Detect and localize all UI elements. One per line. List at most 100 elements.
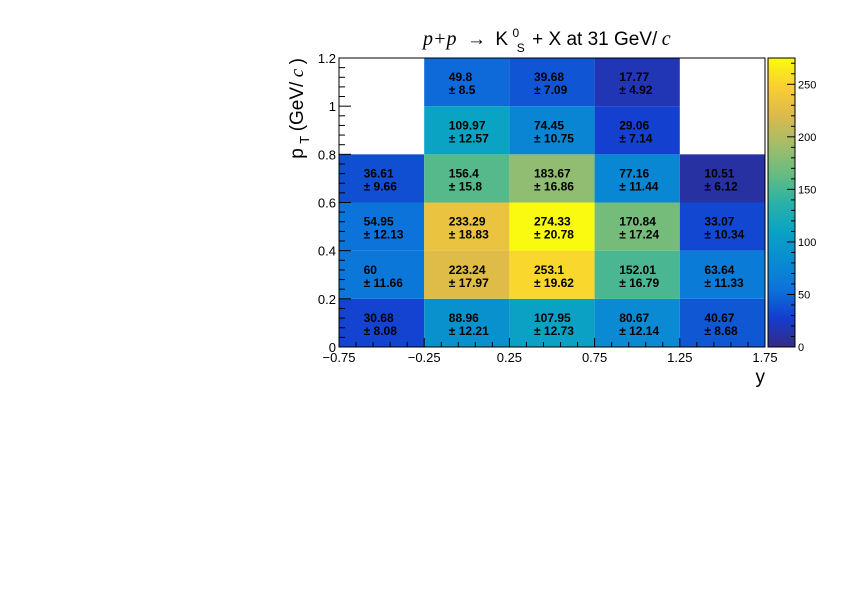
palette-tick-label: 50	[798, 289, 810, 301]
cell-error-label: ± 8.5	[449, 83, 476, 97]
palette-tick-label: 150	[798, 184, 816, 196]
heatmap-cell	[594, 298, 680, 347]
cell-error-label: ± 9.66	[364, 179, 398, 193]
heatmap-cell	[424, 202, 510, 251]
cell-value-label: 54.95	[364, 215, 394, 229]
cell-value-label: 60	[364, 263, 378, 277]
heatmap-cell	[509, 106, 595, 155]
x-axis-ticks: −0.75 −0.25 0.25 0.75 1.25 1.75	[323, 338, 778, 365]
y-tick-label: 0.2	[318, 292, 336, 307]
heatmap-cell	[679, 154, 765, 203]
color-palette	[767, 57, 796, 348]
heatmap-cell	[679, 298, 765, 347]
cell-value-label: 29.06	[619, 118, 649, 132]
cell-value-label: 88.96	[449, 311, 479, 325]
y-tick-label: 0.4	[318, 244, 336, 259]
title-arrow: →	[467, 29, 486, 50]
heatmap-cell	[594, 106, 680, 155]
cell-value-label: 36.61	[364, 166, 394, 180]
heatmap-cell	[594, 58, 680, 107]
title-reaction: p+p	[421, 28, 457, 50]
heatmap-cell	[679, 250, 765, 299]
heatmap-cell	[424, 58, 510, 107]
cell-error-label: ± 20.78	[534, 228, 574, 242]
cell-value-label: 233.29	[449, 215, 486, 229]
cell-error-label: ± 12.21	[449, 324, 489, 338]
cell-value-label: 170.84	[619, 215, 656, 229]
y-axis-label-unit-it: c	[287, 68, 308, 77]
cell-value-label: 10.51	[704, 166, 734, 180]
cell-error-label: ± 19.62	[534, 276, 574, 290]
heatmap-cell	[594, 154, 680, 203]
cell-error-label: ± 12.57	[449, 131, 489, 145]
cell-error-label: ± 16.79	[619, 276, 659, 290]
cell-error-label: ± 17.24	[619, 228, 659, 242]
heatmap-cell	[424, 154, 510, 203]
y-axis-ticks: 0 0.2 0.4 0.6 0.8 1 1.2	[318, 51, 351, 355]
x-tick-label: −0.25	[408, 350, 441, 365]
title-particle-sub: S	[517, 41, 525, 55]
x-tick-label: 1.25	[667, 350, 692, 365]
x-axis-label: y	[756, 367, 766, 388]
x-tick-label: 0.25	[497, 350, 522, 365]
cell-error-label: ± 12.73	[534, 324, 574, 338]
cell-error-label: ± 7.09	[534, 83, 568, 97]
palette-tick-label: 100	[798, 237, 816, 249]
heatmap-cell	[509, 58, 595, 107]
heatmap-cell	[339, 250, 425, 299]
title-unit: c	[662, 28, 671, 50]
heatmap-cell	[679, 202, 765, 251]
palette-tick-label: 0	[798, 342, 804, 354]
y-axis-label-main: p	[287, 148, 308, 159]
cell-value-label: 152.01	[619, 263, 656, 277]
heatmap-cell	[509, 250, 595, 299]
heatmap-cell	[424, 250, 510, 299]
heatmap-cells	[339, 58, 765, 347]
chart-title: p+p → K 0 S + X at 31 GeV/ c	[421, 24, 671, 56]
heatmap-cell	[594, 250, 680, 299]
cell-value-label: 253.1	[534, 263, 564, 277]
cell-error-label: ± 8.08	[364, 324, 398, 338]
cell-error-label: ± 12.13	[364, 228, 404, 242]
cell-value-label: 77.16	[619, 166, 649, 180]
cell-error-label: ± 12.14	[619, 324, 659, 338]
cell-error-label: ± 11.44	[619, 179, 659, 193]
heatmap-cell	[594, 202, 680, 251]
cell-error-label: ± 10.75	[534, 131, 574, 145]
cell-value-label: 63.64	[704, 263, 734, 277]
heatmap-cell	[509, 154, 595, 203]
cell-error-label: ± 15.8	[449, 179, 483, 193]
cell-error-label: ± 4.92	[619, 83, 653, 97]
x-tick-label: 0.75	[582, 350, 607, 365]
y-tick-label: 1	[329, 99, 336, 114]
x-tick-label: 1.75	[752, 350, 777, 365]
heatmap-cell	[339, 202, 425, 251]
y-tick-label: 1.2	[318, 51, 336, 66]
cell-value-label: 49.8	[449, 70, 473, 84]
title-particle-sup: 0	[513, 26, 520, 40]
cell-value-label: 33.07	[704, 215, 734, 229]
cell-error-label: ± 8.68	[704, 324, 738, 338]
cell-value-label: 109.97	[449, 118, 486, 132]
palette-tick-label: 250	[798, 79, 816, 91]
title-rest: + X at 31 GeV/	[532, 29, 658, 50]
heatmap-cell	[339, 154, 425, 203]
title-particle: K	[495, 29, 508, 50]
cell-value-label: 39.68	[534, 70, 564, 84]
palette-tick-label: 200	[798, 132, 816, 144]
y-tick-label: 0.8	[318, 147, 336, 162]
cell-error-label: ± 6.12	[704, 179, 738, 193]
cell-error-label: ± 16.86	[534, 179, 574, 193]
heatmap-cell	[339, 298, 425, 347]
cell-labels: 30.68± 8.08 88.96± 12.21 107.95± 12.73 80.6…	[364, 70, 745, 338]
y-tick-label: 0	[329, 340, 336, 355]
x-tick-label: −0.75	[323, 350, 356, 365]
cell-value-label: 156.4	[449, 166, 479, 180]
cell-value-label: 30.68	[364, 311, 394, 325]
heatmap-cell	[509, 298, 595, 347]
cell-error-label: ± 11.66	[364, 276, 404, 290]
cell-value-label: 80.67	[619, 311, 649, 325]
cell-value-label: 183.67	[534, 166, 571, 180]
cell-value-label: 17.77	[619, 70, 649, 84]
